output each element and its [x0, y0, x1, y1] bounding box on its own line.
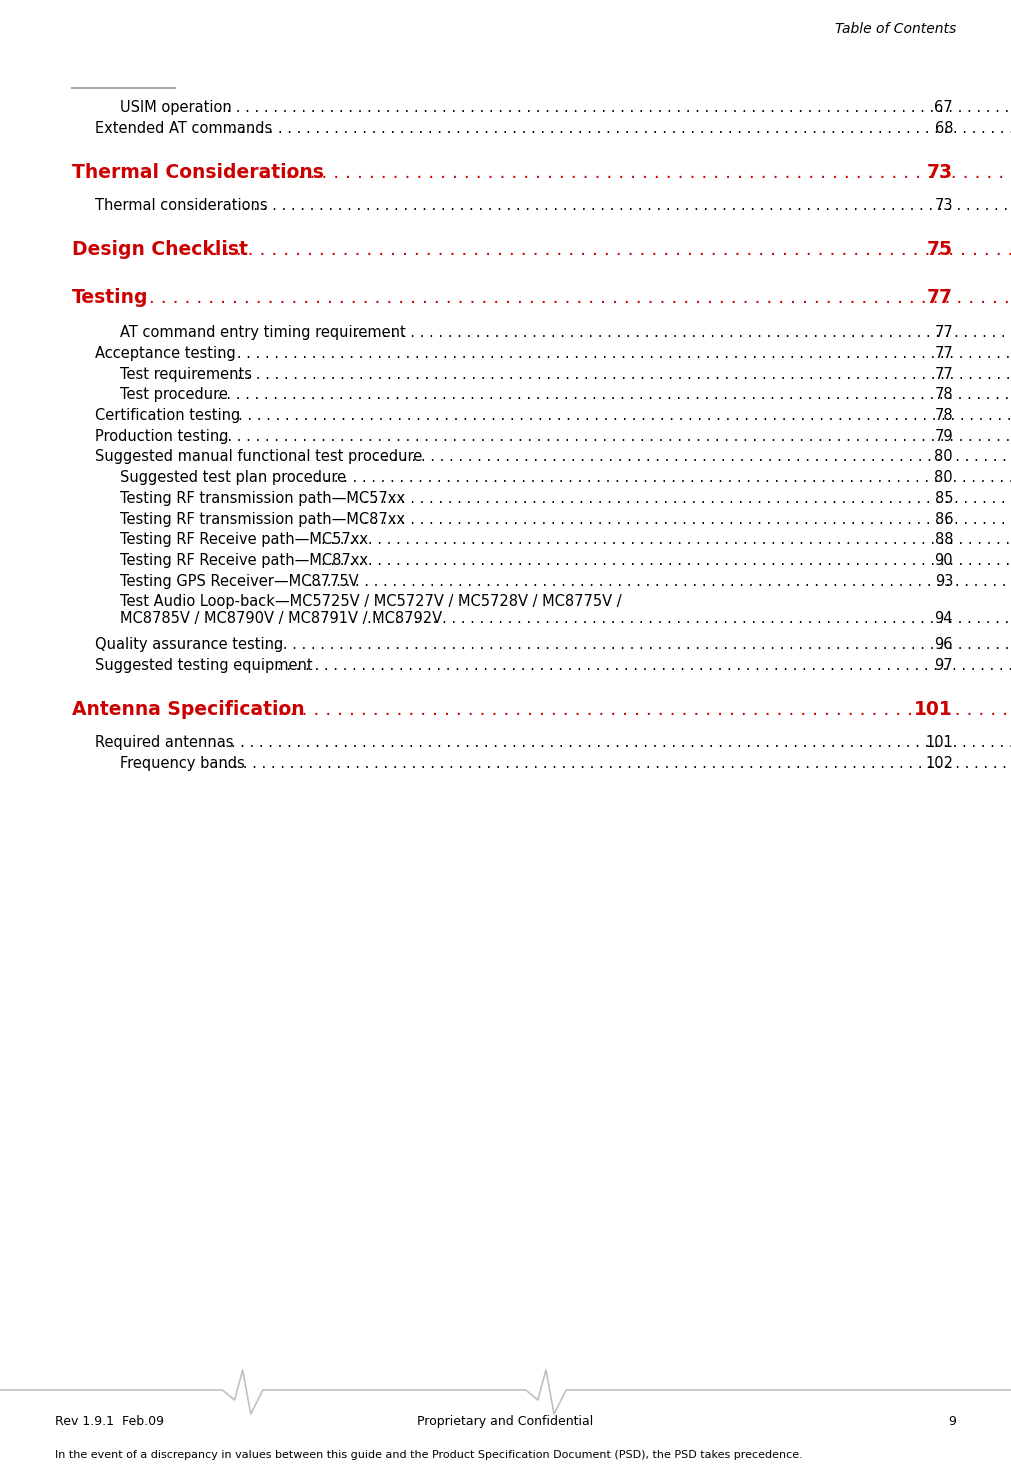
- Text: . . . . . . . . . . . . . . . . . . . . . . . . . . . . . . . . . . . . . . . . : . . . . . . . . . . . . . . . . . . . . …: [308, 574, 1011, 588]
- Text: Acceptance testing: Acceptance testing: [95, 346, 236, 360]
- Text: 101: 101: [914, 700, 953, 719]
- Text: Test procedure: Test procedure: [120, 387, 227, 403]
- Text: Test Audio Loop-back—MC5725V / MC5727V / MC5728V / MC8775V /: Test Audio Loop-back—MC5725V / MC5727V /…: [120, 594, 622, 609]
- Text: . . . . . . . . . . . . . . . . . . . . . . . . . . . . . . . . . . . . . . . . : . . . . . . . . . . . . . . . . . . . . …: [218, 428, 1011, 444]
- Text: 75: 75: [927, 240, 953, 259]
- Text: 77: 77: [934, 366, 953, 381]
- Text: 78: 78: [934, 387, 953, 403]
- Text: . . . . . . . . . . . . . . . . . . . . . . . . . . . . . . . . . . . . . . . . : . . . . . . . . . . . . . . . . . . . . …: [217, 387, 1011, 403]
- Text: . . . . . . . . . . . . . . . . . . . . . . . . . . . . . . . . . . . . . . . . : . . . . . . . . . . . . . . . . . . . . …: [238, 407, 1011, 424]
- Text: Antenna Specification: Antenna Specification: [72, 700, 304, 719]
- Text: . . . . . . . . . . . . . . . . . . . . . . . . . . . . . . . . . . . . . . . . : . . . . . . . . . . . . . . . . . . . . …: [254, 700, 1011, 719]
- Text: . . . . . . . . . . . . . . . . . . . . . . . . . . . . . . . . . . . . . . . . : . . . . . . . . . . . . . . . . . . . . …: [223, 756, 1011, 771]
- Text: USIM operation: USIM operation: [120, 100, 232, 115]
- Text: . . . . . . . . . . . . . . . . . . . . . . . . . . . . . . . . . . . . . . . . : . . . . . . . . . . . . . . . . . . . . …: [277, 658, 1011, 674]
- Text: . . . . . . . . . . . . . . . . . . . . . . . . . . . . . . . . . . . . . . . . : . . . . . . . . . . . . . . . . . . . . …: [136, 288, 1011, 307]
- Text: Testing RF transmission path—MC87xx: Testing RF transmission path—MC87xx: [120, 512, 405, 527]
- Text: 96: 96: [934, 637, 953, 652]
- Text: AT command entry timing requirement: AT command entry timing requirement: [120, 325, 405, 340]
- Text: . . . . . . . . . . . . . . . . . . . . . . . . . . . . . . . . . . . . . . . . : . . . . . . . . . . . . . . . . . . . . …: [211, 736, 1011, 750]
- Text: . . . . . . . . . . . . . . . . . . . . . . . . . . . . . . . . . . . . . . . . : . . . . . . . . . . . . . . . . . . . . …: [212, 240, 1011, 259]
- Text: Testing RF Receive path—MC57xx: Testing RF Receive path—MC57xx: [120, 533, 368, 547]
- Text: 78: 78: [934, 407, 953, 424]
- Text: Extended AT commands: Extended AT commands: [95, 121, 272, 137]
- Text: Testing RF transmission path—MC57xx: Testing RF transmission path—MC57xx: [120, 491, 405, 506]
- Text: MC8785V / MC8790V / MC8791V / MC8792V: MC8785V / MC8790V / MC8791V / MC8792V: [120, 610, 442, 625]
- Text: In the event of a discrepancy in values between this guide and the Product Speci: In the event of a discrepancy in values …: [55, 1450, 803, 1461]
- Text: . . . . . . . . . . . . . . . . . . . . . . . . . . . . . . . . . . . . . . . . : . . . . . . . . . . . . . . . . . . . . …: [237, 366, 1011, 381]
- Text: Design Checklist: Design Checklist: [72, 240, 248, 259]
- Text: Production testing: Production testing: [95, 428, 228, 444]
- Text: . . . . . . . . . . . . . . . . . . . . . . . . . . . . . . . . . . . . . . . . : . . . . . . . . . . . . . . . . . . . . …: [262, 163, 1011, 182]
- Text: Testing: Testing: [72, 288, 149, 307]
- Text: . . . . . . . . . . . . . . . . . . . . . . . . . . . . . . . . . . . . . . . . : . . . . . . . . . . . . . . . . . . . . …: [374, 450, 1011, 465]
- Text: 68: 68: [934, 121, 953, 137]
- Text: Suggested testing equipment: Suggested testing equipment: [95, 658, 312, 674]
- Text: . . . . . . . . . . . . . . . . . . . . . . . . . . . . . . . . . . . . . . . . : . . . . . . . . . . . . . . . . . . . . …: [321, 553, 1011, 568]
- Text: . . . . . . . . . . . . . . . . . . . . . . . . . . . . . . . . . . . . . . . . : . . . . . . . . . . . . . . . . . . . . …: [321, 533, 1011, 547]
- Text: 77: 77: [934, 325, 953, 340]
- Text: 90: 90: [934, 553, 953, 568]
- Text: Frequency bands: Frequency bands: [120, 756, 245, 771]
- Text: Certification testing: Certification testing: [95, 407, 241, 424]
- Text: 101: 101: [925, 736, 953, 750]
- Text: 85: 85: [934, 491, 953, 506]
- Text: Thermal considerations: Thermal considerations: [95, 199, 268, 213]
- Text: Rev 1.9.1  Feb.09: Rev 1.9.1 Feb.09: [55, 1415, 164, 1428]
- Text: 102: 102: [925, 756, 953, 771]
- Text: . . . . . . . . . . . . . . . . . . . . . . . . . . . . . . . . . . . . . . . . : . . . . . . . . . . . . . . . . . . . . …: [354, 491, 1011, 506]
- Text: . . . . . . . . . . . . . . . . . . . . . . . . . . . . . . . . . . . . . . . . : . . . . . . . . . . . . . . . . . . . . …: [367, 610, 1011, 625]
- Text: Thermal Considerations: Thermal Considerations: [72, 163, 324, 182]
- Text: Quality assurance testing: Quality assurance testing: [95, 637, 283, 652]
- Text: 73: 73: [927, 163, 953, 182]
- Text: Suggested manual functional test procedure: Suggested manual functional test procedu…: [95, 450, 423, 465]
- Text: . . . . . . . . . . . . . . . . . . . . . . . . . . . . . . . . . . . . . . . . : . . . . . . . . . . . . . . . . . . . . …: [232, 121, 1011, 137]
- Text: Required antennas: Required antennas: [95, 736, 234, 750]
- Text: 9: 9: [948, 1415, 956, 1428]
- Text: Testing RF Receive path—MC87xx: Testing RF Receive path—MC87xx: [120, 553, 368, 568]
- Text: 77: 77: [927, 288, 953, 307]
- Text: 67: 67: [934, 100, 953, 115]
- Text: 86: 86: [934, 512, 953, 527]
- Text: 77: 77: [934, 346, 953, 360]
- Text: 79: 79: [934, 428, 953, 444]
- Text: Test requirements: Test requirements: [120, 366, 252, 381]
- Text: 88: 88: [934, 533, 953, 547]
- Text: . . . . . . . . . . . . . . . . . . . . . . . . . . . . . . . . . . . . . . . . : . . . . . . . . . . . . . . . . . . . . …: [264, 637, 1011, 652]
- Text: Testing GPS Receiver—MC8775V: Testing GPS Receiver—MC8775V: [120, 574, 359, 588]
- Text: . . . . . . . . . . . . . . . . . . . . . . . . . . . . . . . . . . . . . . . . : . . . . . . . . . . . . . . . . . . . . …: [354, 325, 1011, 340]
- Text: Table of Contents: Table of Contents: [835, 22, 956, 35]
- Text: . . . . . . . . . . . . . . . . . . . . . . . . . . . . . . . . . . . . . . . . : . . . . . . . . . . . . . . . . . . . . …: [217, 100, 1011, 115]
- Text: 94: 94: [934, 610, 953, 625]
- Text: Proprietary and Confidential: Proprietary and Confidential: [418, 1415, 593, 1428]
- Text: 80: 80: [934, 450, 953, 465]
- Text: 80: 80: [934, 471, 953, 485]
- Text: . . . . . . . . . . . . . . . . . . . . . . . . . . . . . . . . . . . . . . . . : . . . . . . . . . . . . . . . . . . . . …: [245, 199, 1011, 213]
- Text: 93: 93: [934, 574, 953, 588]
- Text: Suggested test plan procedure: Suggested test plan procedure: [120, 471, 346, 485]
- Text: . . . . . . . . . . . . . . . . . . . . . . . . . . . . . . . . . . . . . . . . : . . . . . . . . . . . . . . . . . . . . …: [218, 346, 1011, 360]
- Text: . . . . . . . . . . . . . . . . . . . . . . . . . . . . . . . . . . . . . . . . : . . . . . . . . . . . . . . . . . . . . …: [314, 471, 1011, 485]
- Text: 97: 97: [934, 658, 953, 674]
- Text: . . . . . . . . . . . . . . . . . . . . . . . . . . . . . . . . . . . . . . . . : . . . . . . . . . . . . . . . . . . . . …: [354, 512, 1011, 527]
- Text: 73: 73: [934, 199, 953, 213]
